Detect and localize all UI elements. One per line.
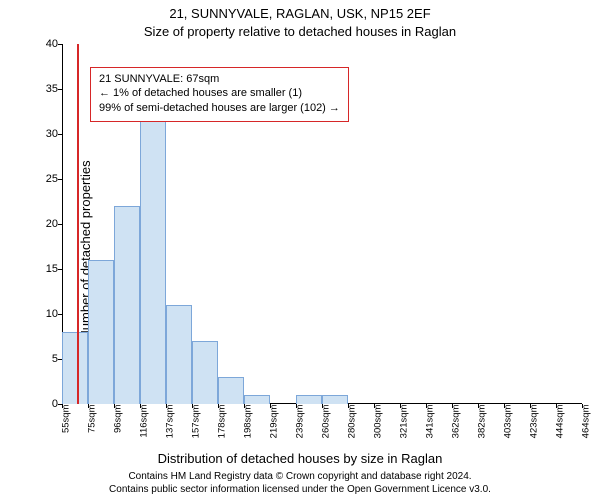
y-tick-label: 10	[28, 308, 58, 320]
annotation-line: 99% of semi-detached houses are larger (…	[99, 101, 340, 116]
y-tick-label: 25	[28, 173, 58, 185]
x-tick-label: 239sqm	[295, 405, 306, 439]
x-tick-label: 444sqm	[555, 405, 566, 439]
x-tick-label: 382sqm	[477, 405, 488, 439]
x-tick-label: 423sqm	[529, 405, 540, 439]
x-tick-label: 341sqm	[425, 405, 436, 439]
plot-area: 051015202530354055sqm75sqm96sqm116sqm137…	[62, 44, 582, 404]
footer-attribution: Contains HM Land Registry data © Crown c…	[0, 471, 600, 496]
y-tick-mark	[58, 89, 62, 90]
x-tick-label: 157sqm	[191, 405, 202, 439]
x-tick-label: 75sqm	[87, 405, 98, 434]
y-tick-label: 0	[28, 398, 58, 410]
y-tick-label: 20	[28, 218, 58, 230]
y-tick-mark	[58, 134, 62, 135]
chart-title-main: 21, SUNNYVALE, RAGLAN, USK, NP15 2EF	[0, 6, 600, 21]
histogram-bar	[244, 395, 270, 404]
footer-line-1: Contains HM Land Registry data © Crown c…	[0, 471, 600, 484]
y-tick-mark	[58, 179, 62, 180]
histogram-bar	[218, 377, 244, 404]
y-tick-label: 35	[28, 83, 58, 95]
x-tick-label: 362sqm	[451, 405, 462, 439]
y-tick-mark	[58, 224, 62, 225]
histogram-bar	[140, 116, 166, 404]
y-tick-label: 5	[28, 353, 58, 365]
histogram-bar	[192, 341, 218, 404]
y-tick-mark	[58, 314, 62, 315]
x-tick-label: 178sqm	[217, 405, 228, 439]
annotation-line: ← 1% of detached houses are smaller (1)	[99, 86, 340, 101]
y-tick-label: 40	[28, 38, 58, 50]
x-tick-label: 198sqm	[243, 405, 254, 439]
x-tick-label: 260sqm	[321, 405, 332, 439]
histogram-bar	[62, 332, 88, 404]
histogram-bar	[114, 206, 140, 404]
x-tick-label: 96sqm	[113, 405, 124, 434]
histogram-bar	[88, 260, 114, 404]
x-tick-label: 116sqm	[139, 405, 150, 438]
y-tick-label: 15	[28, 263, 58, 275]
annotation-line: 21 SUNNYVALE: 67sqm	[99, 72, 340, 87]
footer-line-2: Contains public sector information licen…	[0, 484, 600, 497]
x-tick-label: 55sqm	[61, 405, 72, 434]
x-tick-label: 403sqm	[503, 405, 514, 439]
x-tick-label: 321sqm	[399, 405, 410, 439]
chart-title-sub: Size of property relative to detached ho…	[0, 24, 600, 39]
x-tick-label: 300sqm	[373, 405, 384, 439]
histogram-bar	[296, 395, 322, 404]
chart-container: 21, SUNNYVALE, RAGLAN, USK, NP15 2EF Siz…	[0, 0, 600, 500]
x-tick-label: 137sqm	[165, 405, 176, 439]
x-tick-label: 464sqm	[581, 405, 592, 439]
annotation-box: 21 SUNNYVALE: 67sqm← 1% of detached hous…	[90, 67, 349, 123]
y-tick-mark	[58, 44, 62, 45]
y-tick-mark	[58, 269, 62, 270]
histogram-bar	[166, 305, 192, 404]
histogram-bar	[322, 395, 348, 404]
x-tick-label: 280sqm	[347, 405, 358, 439]
y-tick-label: 30	[28, 128, 58, 140]
property-marker-line	[77, 44, 79, 404]
x-axis-label: Distribution of detached houses by size …	[0, 451, 600, 466]
x-tick-label: 219sqm	[269, 405, 280, 439]
